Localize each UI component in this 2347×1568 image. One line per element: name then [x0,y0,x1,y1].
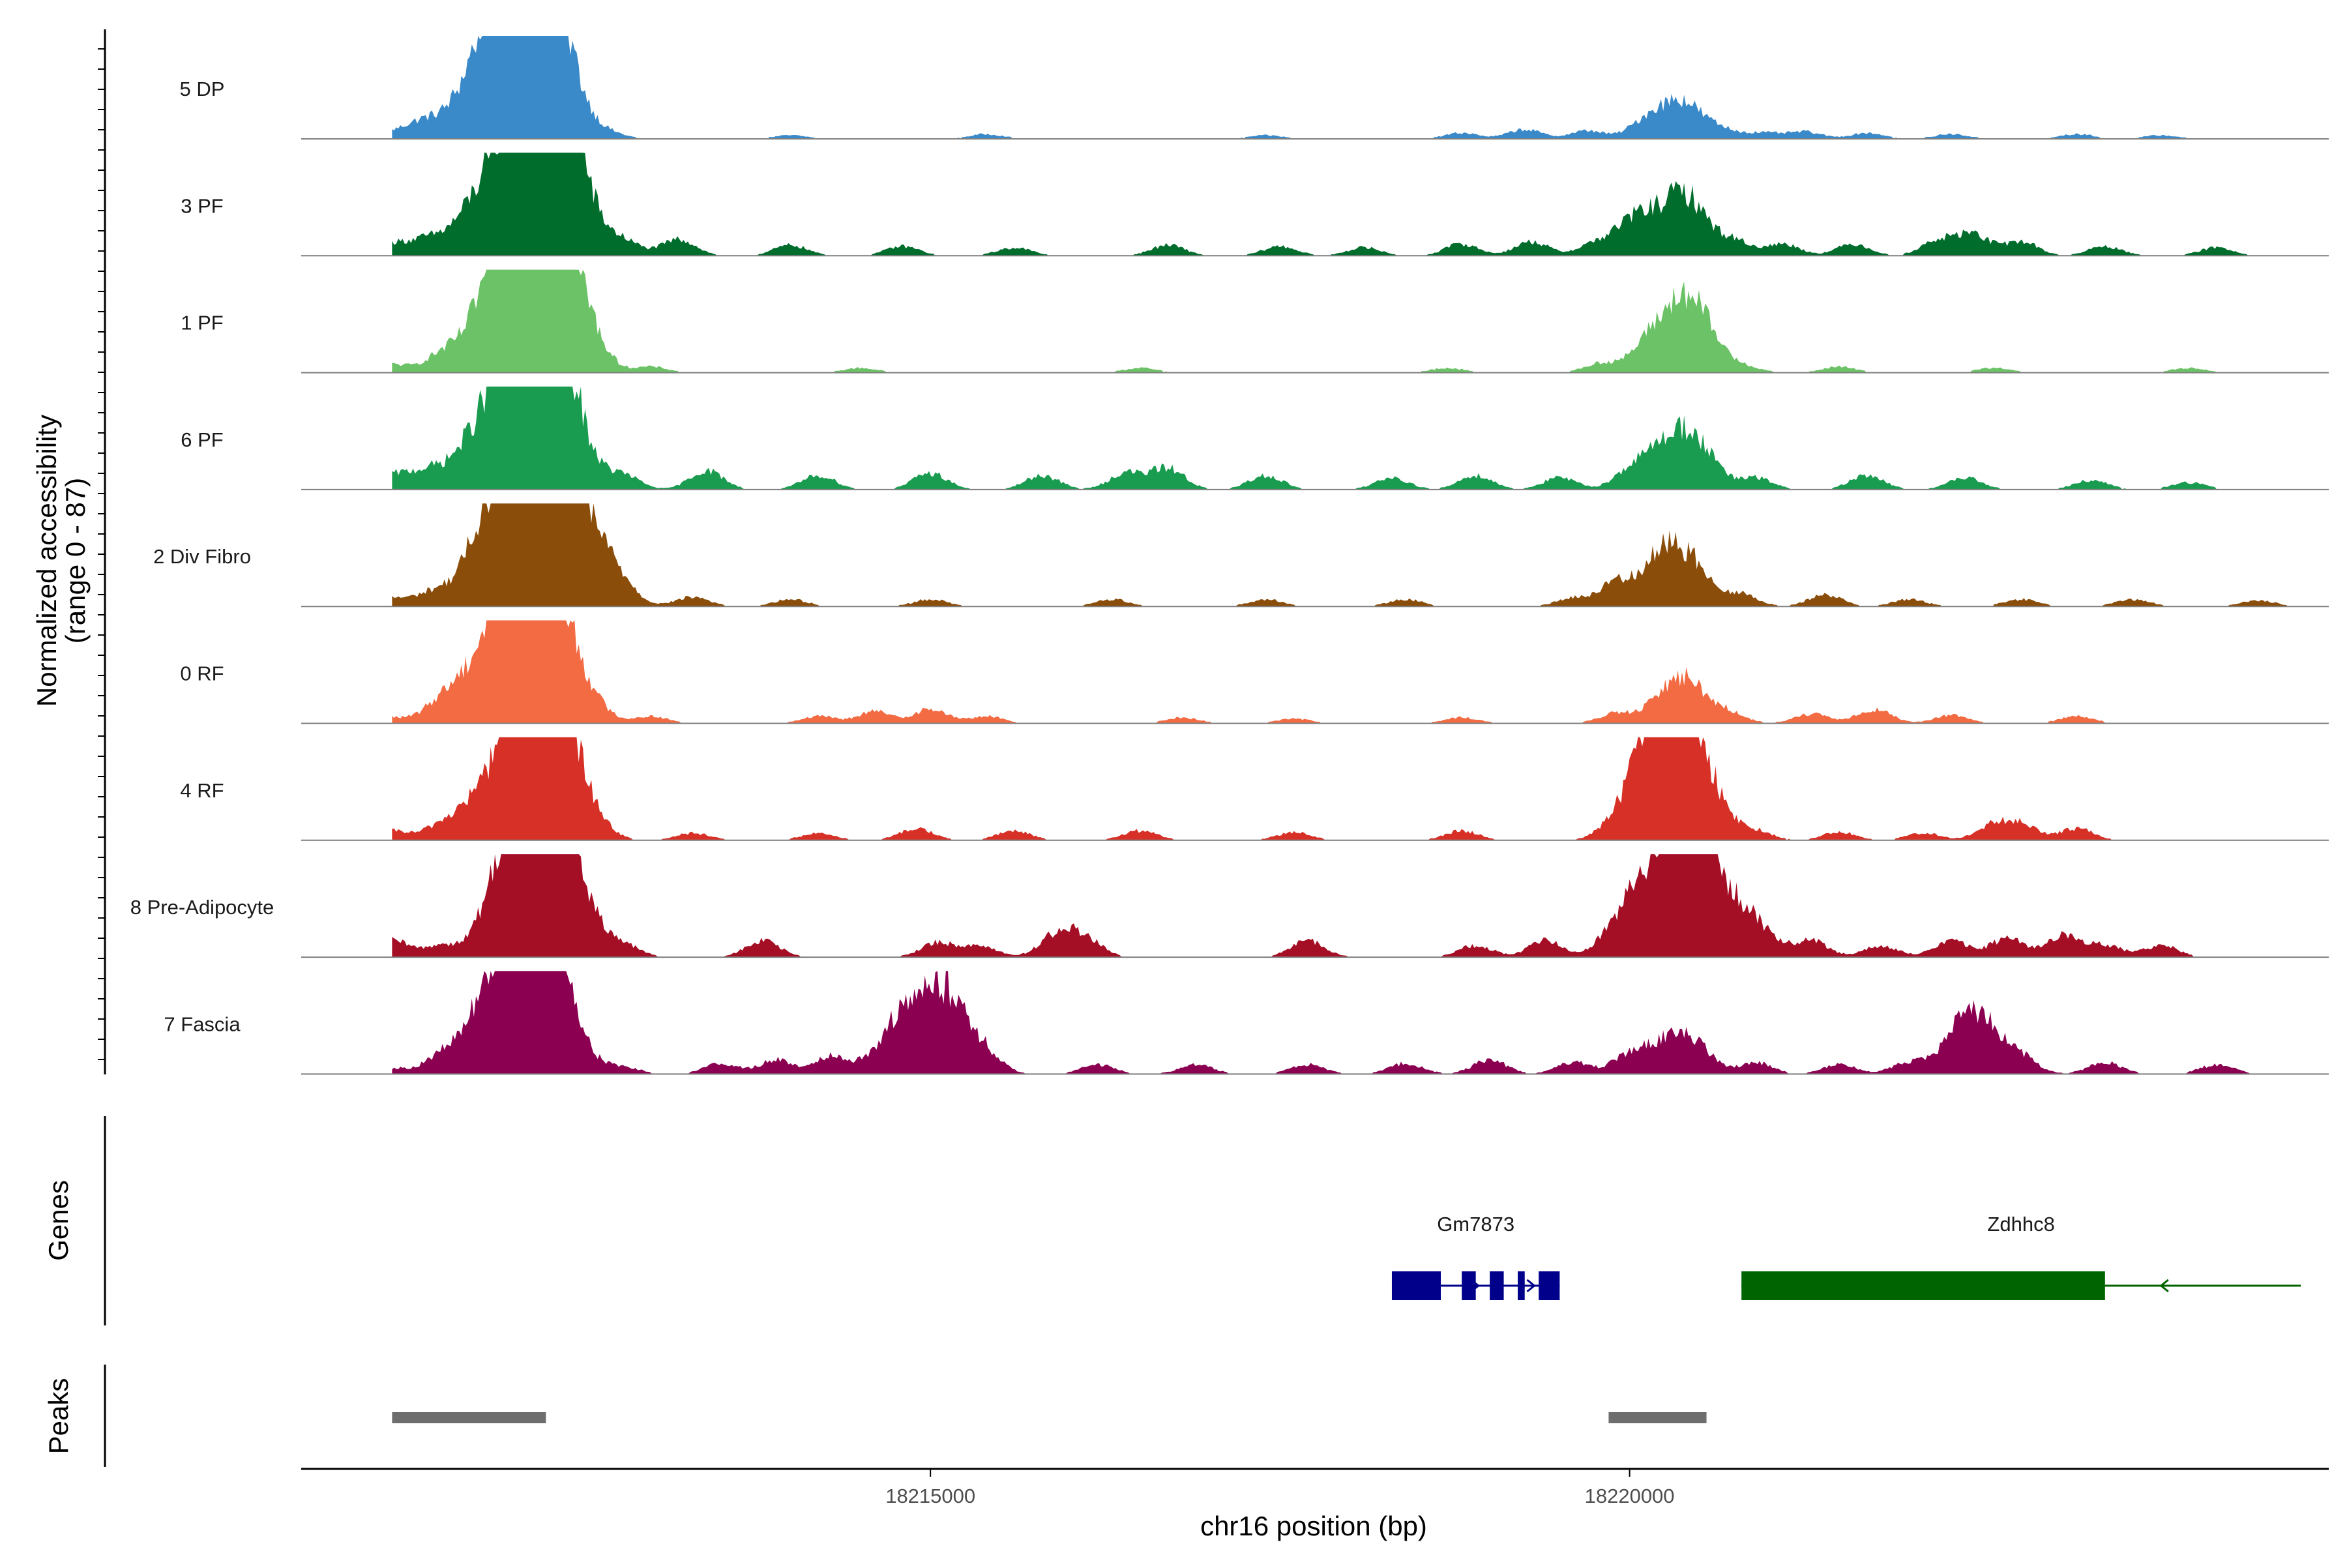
track-label: 0 RF [180,662,224,685]
gene-label: Zdhhc8 [1987,1213,2054,1235]
gene-exon [1490,1271,1504,1300]
track-label: 5 DP [180,78,225,100]
strand-arrow [1470,1279,1481,1293]
gene-gm7873: Gm7873 [1391,1213,1560,1300]
track-label: 1 PF [181,312,223,334]
y-axis-subtitle: (range 0 - 87) [60,478,91,643]
gene-zdhhc8: Zdhhc8 [1741,1213,2301,1300]
coverage-area [392,737,2301,840]
coverage-area [392,620,2301,724]
track-label: 8 Pre-Adipocyte [130,896,274,919]
peak-region [392,1412,546,1423]
track-label: 2 Div Fibro [153,545,251,568]
coverage-area [392,386,2301,490]
coverage-area [392,269,2301,373]
track-3-pf: 3 PF [181,153,2329,257]
x-axis-ticks: 18215000 18220000 [885,1469,1675,1507]
track-4-rf: 4 RF [180,737,2329,841]
coverage-area [392,503,2301,607]
x-tick-label: 18215000 [885,1485,975,1507]
coverage-area [392,153,2301,256]
coverage-area [392,36,2301,139]
strand-arrow [1526,1279,1536,1293]
gene-exon [1462,1271,1476,1300]
track-7-fascia: 7 Fascia [164,971,2329,1075]
genes-panel-title: Genes [43,1180,74,1261]
track-label: 6 PF [181,428,223,451]
track-8-pre-adipocyte: 8 Pre-Adipocyte [130,854,2329,958]
strand-arrow [2159,1279,2169,1293]
track-6-pf: 6 PF [181,386,2329,490]
track-label: 7 Fascia [164,1013,241,1035]
track-label: 3 PF [181,194,223,217]
coverage-y-axis [98,29,106,1074]
coverage-area [392,971,2301,1074]
gene-label: Gm7873 [1437,1213,1514,1235]
track-2-div-fibro: 2 Div Fibro [153,503,2329,608]
x-axis-title: chr16 position (bp) [1200,1511,1427,1541]
peak-region [1608,1412,1707,1423]
gene-exon [1391,1271,1441,1300]
track-label: 4 RF [180,779,224,802]
track-1-pf: 1 PF [181,269,2329,374]
x-tick-label: 18220000 [1585,1485,1675,1507]
coverage-tracks: 5 DP 3 PF 1 PF 6 PF 2 Div Fibro 0 RF 4 RF 8 Pre… [130,36,2329,1075]
y-axis-title: Normalized accessibility [31,415,62,707]
track-5-dp: 5 DP [180,36,2329,140]
peak-regions [392,1412,1707,1423]
gene-exon [1741,1271,2105,1300]
gene-exon [1539,1271,1560,1300]
coverage-area [392,854,2301,958]
track-0-rf: 0 RF [180,620,2329,724]
gene-models: Gm7873 Zdhhc8 [1391,1213,2301,1300]
gene-exon [1518,1271,1525,1300]
strand-arrow [1414,1279,1424,1293]
peaks-panel-title: Peaks [43,1378,74,1455]
